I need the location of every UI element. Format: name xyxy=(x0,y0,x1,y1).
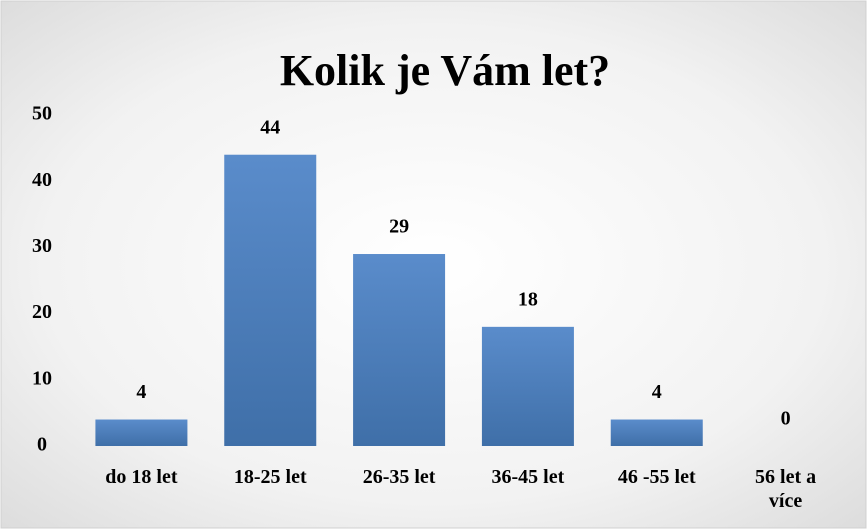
bar xyxy=(353,254,446,446)
data-label: 4 xyxy=(136,381,146,403)
x-tick-label: 26-35 let xyxy=(362,466,436,488)
bar xyxy=(481,326,574,446)
x-tick-label: do 18 let xyxy=(105,466,178,488)
y-tick-label: 10 xyxy=(32,367,52,389)
bar xyxy=(610,419,703,446)
data-label: 4 xyxy=(652,381,662,403)
y-tick-label: 20 xyxy=(32,301,52,323)
y-tick-label: 50 xyxy=(32,103,52,125)
y-tick-label: 0 xyxy=(37,434,47,456)
x-tick-label: 18-25 let xyxy=(233,466,307,488)
data-label: 29 xyxy=(389,216,409,238)
y-tick-label: 30 xyxy=(32,235,52,257)
y-tick-label: 40 xyxy=(32,169,52,191)
chart-title: Kolik je Vám let? xyxy=(280,46,610,95)
x-tick-label: 46 -55 let xyxy=(617,466,696,488)
data-label: 44 xyxy=(260,116,280,138)
bar xyxy=(95,419,188,446)
bar xyxy=(224,154,317,446)
data-label: 18 xyxy=(518,288,538,310)
x-tick-label: 36-45 let xyxy=(491,466,565,488)
data-label: 0 xyxy=(781,408,791,430)
x-tick-label: 56 let a více xyxy=(755,466,817,512)
